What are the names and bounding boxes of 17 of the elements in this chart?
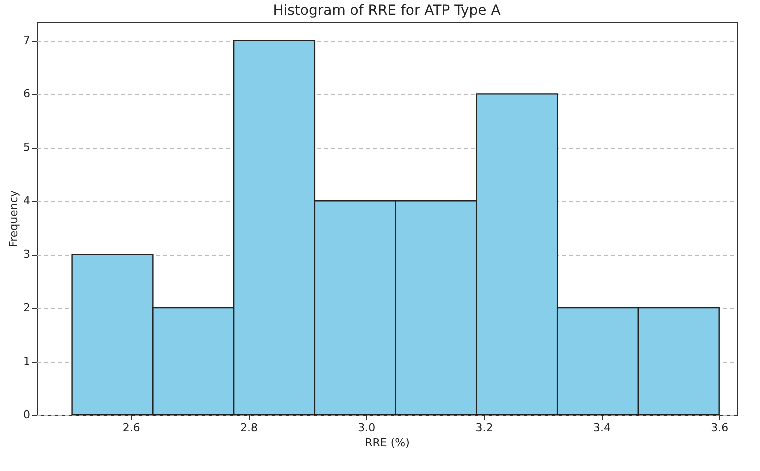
x-tick-label: 2.6 bbox=[122, 422, 140, 434]
y-tick-label: 1 bbox=[24, 355, 30, 368]
x-tick-label: 3.2 bbox=[476, 422, 494, 434]
x-tick-label: 2.8 bbox=[240, 422, 258, 434]
x-tick-label: 3.4 bbox=[593, 422, 611, 434]
y-tick-label: 0 bbox=[24, 408, 30, 422]
x-axis-title: RRE (%) bbox=[365, 436, 410, 450]
y-tick-label: 6 bbox=[24, 88, 30, 101]
y-tick-label: 5 bbox=[24, 141, 30, 154]
x-tick-label: 3.0 bbox=[358, 422, 376, 434]
y-tick-label: 4 bbox=[24, 194, 30, 208]
y-tick-label: 3 bbox=[24, 248, 30, 262]
y-tick-label: 2 bbox=[24, 302, 30, 315]
y-axis-title: Frequency bbox=[8, 190, 20, 248]
y-tick-label: 7 bbox=[24, 34, 30, 48]
chart-title: Histogram of RRE for ATP Type A bbox=[273, 3, 502, 19]
x-tick-label: 3.6 bbox=[711, 422, 729, 434]
